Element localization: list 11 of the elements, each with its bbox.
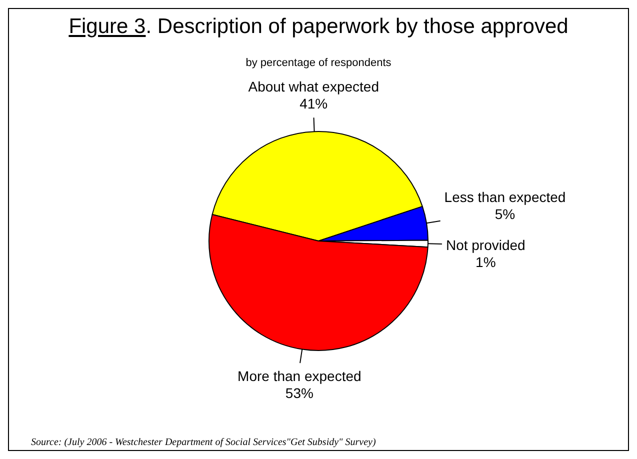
slice-label: About what expected <box>248 78 379 95</box>
slice-label: More than expected <box>238 368 362 384</box>
slice-label: Not provided <box>446 237 526 254</box>
data-label: 5% <box>494 206 516 222</box>
data-label: 53% <box>285 385 314 402</box>
chart-subtitle: by percentage of respondents <box>244 57 392 69</box>
data-label: 1% <box>476 254 496 270</box>
source-note: Source: (July 2006 - Westchester Department of Social Services"Get Subsidy" Survey) <box>31 437 376 448</box>
data-label: 41% <box>300 96 328 112</box>
chart-title: Figure 3. Description of paperwork by those approved <box>68 15 570 39</box>
slice-label: Less than expected <box>444 189 566 206</box>
